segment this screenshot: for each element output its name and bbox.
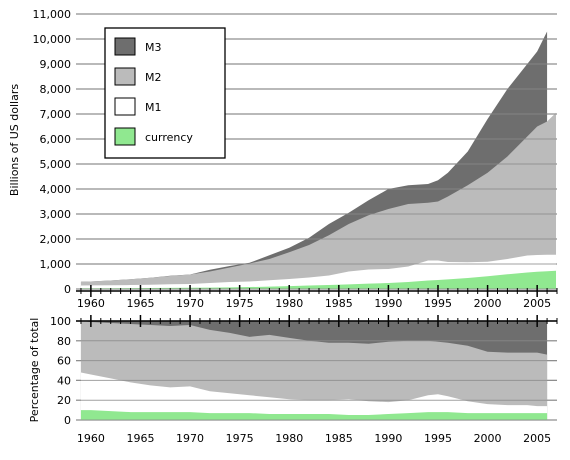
legend-label-m2: M2 [145,71,162,84]
bottom-y-tick-label: 40 [57,374,71,387]
top-y-tick-label: 3,000 [40,208,72,221]
bottom-y-tick-label: 60 [57,355,71,368]
legend-swatch-m1 [114,97,136,116]
bottom-x-tick-label: 1995 [424,432,452,445]
bottom-panel: 0 20 40 60 80 100 1960 1965 1970 1975 1980 1985 199… [28,315,558,445]
bottom-y-tick-label: 20 [57,394,71,407]
bottom-y-axis-label: Percentage of total [28,318,41,423]
bottom-x-tick-label: 1970 [176,432,204,445]
top-x-tick-label: 1980 [275,297,303,310]
top-y-tick-label: 6,000 [40,133,72,146]
bottom-y-tick-labels: 0 20 40 60 80 100 [50,315,71,427]
top-x-tick-label: 1970 [176,297,204,310]
legend-item-currency: currency [114,127,193,146]
top-x-tick-label: 1990 [374,297,402,310]
bottom-x-tick-label: 1985 [325,432,353,445]
bottom-x-axis: 1960 1965 1970 1975 1980 1985 1990 1995 2000 2005 [76,315,558,445]
top-y-tick-label: 1,000 [40,258,72,271]
top-x-tick-label: 2005 [523,297,551,310]
bottom-area-currency [80,410,548,420]
bottom-y-tick-label: 80 [57,335,71,348]
top-y-axis-label: Billions of US dollars [8,84,21,196]
bottom-x-tick-label: 1960 [77,432,105,445]
legend-swatch-m3 [114,37,136,56]
top-y-tick-label: 5,000 [40,158,72,171]
bottom-areas [76,320,557,421]
top-y-tick-labels: 0 1,000 2,000 3,000 4,000 5,000 6,000 7,000 8,00… [33,8,72,296]
legend-swatch-m2 [114,67,136,86]
bottom-x-tick-label: 1975 [226,432,254,445]
top-y-tick-label: 9,000 [40,58,72,71]
bottom-x-tick-label: 1990 [374,432,402,445]
bottom-x-tick-label: 2005 [523,432,551,445]
top-area-m2 [80,112,557,289]
top-y-tick-label: 8,000 [40,83,72,96]
legend-item-m1: M1 [114,97,162,116]
legend-item-m2: M2 [114,67,162,86]
bottom-y-tick-label: 0 [64,414,71,427]
legend-label-m3: M3 [145,41,162,54]
top-y-tick-label: 10,000 [33,33,72,46]
top-y-tick-label: 11,000 [33,8,72,21]
top-x-tick-label: 1960 [77,297,105,310]
top-x-tick-label: 2000 [474,297,502,310]
top-panel: 0 1,000 2,000 3,000 4,000 5,000 6,000 7,000 8,00… [8,8,558,310]
top-x-axis: 1960 1965 1970 1975 1980 1985 1990 1995 2000 2005 [76,285,558,310]
legend-label-currency: currency [145,131,193,144]
top-x-tick-label: 1975 [226,297,254,310]
legend: M3 M2 M1 currency [104,27,226,159]
legend-label-m1: M1 [145,101,162,114]
top-area-currency [80,270,557,289]
bottom-y-tick-label: 100 [50,315,71,328]
bottom-area-m1 [80,372,548,420]
top-x-tick-label: 1985 [325,297,353,310]
top-y-tick-label: 4,000 [40,183,72,196]
top-y-tick-label: 7,000 [40,108,72,121]
top-y-tick-label: 2,000 [40,233,72,246]
top-x-tick-label: 1995 [424,297,452,310]
bottom-x-tick-label: 2000 [474,432,502,445]
top-x-tick-label: 1965 [126,297,154,310]
legend-swatch-currency [114,127,136,146]
legend-item-m3: M3 [114,37,162,56]
top-y-tick-label: 0 [64,283,71,296]
bottom-x-tick-label: 1965 [126,432,154,445]
bottom-x-tick-label: 1980 [275,432,303,445]
